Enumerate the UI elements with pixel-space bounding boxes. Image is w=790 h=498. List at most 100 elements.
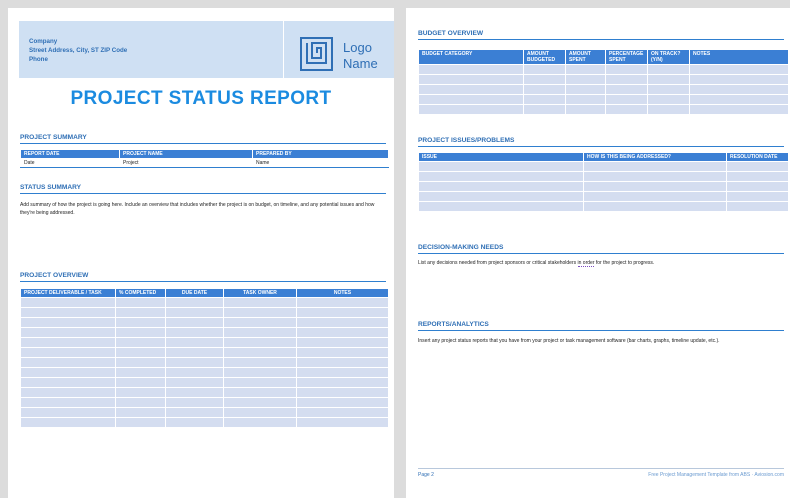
table-cell[interactable] [565, 94, 606, 105]
page-title[interactable]: PROJECT STATUS REPORT [70, 88, 332, 109]
table-cell[interactable] [726, 201, 789, 212]
table-cell[interactable] [726, 181, 789, 192]
table-cell[interactable] [20, 317, 116, 328]
table-cell[interactable] [296, 337, 389, 348]
table-cell[interactable] [605, 64, 648, 75]
table-cell[interactable] [418, 74, 524, 85]
table-cell[interactable] [689, 74, 789, 85]
table-cell[interactable] [20, 357, 116, 368]
table-cell[interactable] [165, 307, 224, 318]
table-cell[interactable] [115, 377, 166, 388]
company-address[interactable]: Street Address, City, ST ZIP Code [29, 47, 128, 54]
table-cell[interactable] [115, 417, 166, 428]
table-cell[interactable] [523, 64, 566, 75]
table-cell[interactable] [165, 327, 224, 338]
table-cell[interactable] [165, 317, 224, 328]
status-summary-text[interactable]: Add summary of how the project is going … [20, 202, 375, 216]
table-cell[interactable] [165, 357, 224, 368]
table-cell[interactable] [20, 417, 116, 428]
table-cell[interactable] [115, 397, 166, 408]
table-cell[interactable] [223, 327, 297, 338]
table-cell[interactable] [565, 64, 606, 75]
table-cell[interactable] [418, 171, 584, 182]
table-cell[interactable] [689, 64, 789, 75]
table-cell[interactable] [223, 347, 297, 358]
table-cell[interactable] [223, 387, 297, 398]
table-cell[interactable] [418, 191, 584, 202]
table-cell[interactable] [115, 347, 166, 358]
table-cell[interactable] [726, 191, 789, 202]
table-cell[interactable] [165, 397, 224, 408]
table-cell[interactable] [523, 84, 566, 95]
table-cell[interactable] [647, 74, 690, 85]
table-cell[interactable] [223, 417, 297, 428]
reports-text[interactable]: Insert any project status reports that y… [418, 338, 720, 344]
table-cell[interactable] [296, 347, 389, 358]
table-cell[interactable] [20, 297, 116, 308]
table-cell[interactable] [583, 181, 727, 192]
table-cell[interactable] [418, 104, 524, 115]
table-cell[interactable] [583, 191, 727, 202]
table-cell[interactable] [418, 181, 584, 192]
table-cell[interactable] [20, 397, 116, 408]
table-cell[interactable] [583, 171, 727, 182]
table-cell[interactable] [296, 307, 389, 318]
table-cell[interactable] [165, 377, 224, 388]
table-cell[interactable] [165, 407, 224, 418]
table-cell[interactable] [605, 74, 648, 85]
table-cell[interactable] [296, 397, 389, 408]
table-cell[interactable] [647, 104, 690, 115]
table-cell[interactable] [583, 161, 727, 172]
table-cell[interactable] [689, 104, 789, 115]
logo-placeholder[interactable]: Logo Name [284, 21, 394, 78]
table-cell[interactable] [296, 377, 389, 388]
table-cell[interactable] [296, 317, 389, 328]
table-cell[interactable] [20, 387, 116, 398]
table-cell[interactable] [296, 407, 389, 418]
table-cell[interactable] [115, 307, 166, 318]
table-cell[interactable] [20, 347, 116, 358]
company-phone[interactable]: Phone [29, 56, 48, 63]
table-cell[interactable] [20, 367, 116, 378]
table-cell[interactable] [223, 307, 297, 318]
table-cell[interactable] [523, 94, 566, 105]
table-cell[interactable] [418, 94, 524, 105]
table-cell[interactable] [296, 387, 389, 398]
report-date-cell[interactable]: Date [20, 158, 120, 168]
table-cell[interactable] [223, 357, 297, 368]
table-cell[interactable] [115, 387, 166, 398]
table-cell[interactable] [523, 74, 566, 85]
table-cell[interactable] [165, 297, 224, 308]
table-cell[interactable] [689, 94, 789, 105]
table-cell[interactable] [115, 367, 166, 378]
table-cell[interactable] [165, 387, 224, 398]
table-cell[interactable] [223, 397, 297, 408]
table-cell[interactable] [223, 337, 297, 348]
table-cell[interactable] [647, 84, 690, 95]
table-cell[interactable] [115, 357, 166, 368]
table-cell[interactable] [583, 201, 727, 212]
table-cell[interactable] [296, 297, 389, 308]
table-cell[interactable] [647, 64, 690, 75]
table-cell[interactable] [165, 347, 224, 358]
table-cell[interactable] [20, 307, 116, 318]
table-cell[interactable] [223, 367, 297, 378]
project-name-cell[interactable]: Project [119, 158, 253, 168]
table-cell[interactable] [605, 104, 648, 115]
table-cell[interactable] [20, 327, 116, 338]
table-cell[interactable] [115, 317, 166, 328]
table-cell[interactable] [726, 161, 789, 172]
table-cell[interactable] [418, 201, 584, 212]
table-cell[interactable] [165, 337, 224, 348]
table-cell[interactable] [565, 104, 606, 115]
table-cell[interactable] [165, 367, 224, 378]
table-cell[interactable] [223, 317, 297, 328]
table-cell[interactable] [418, 64, 524, 75]
table-cell[interactable] [223, 407, 297, 418]
table-cell[interactable] [165, 417, 224, 428]
table-cell[interactable] [20, 377, 116, 388]
table-cell[interactable] [115, 327, 166, 338]
table-cell[interactable] [296, 357, 389, 368]
table-cell[interactable] [115, 297, 166, 308]
table-cell[interactable] [418, 84, 524, 95]
